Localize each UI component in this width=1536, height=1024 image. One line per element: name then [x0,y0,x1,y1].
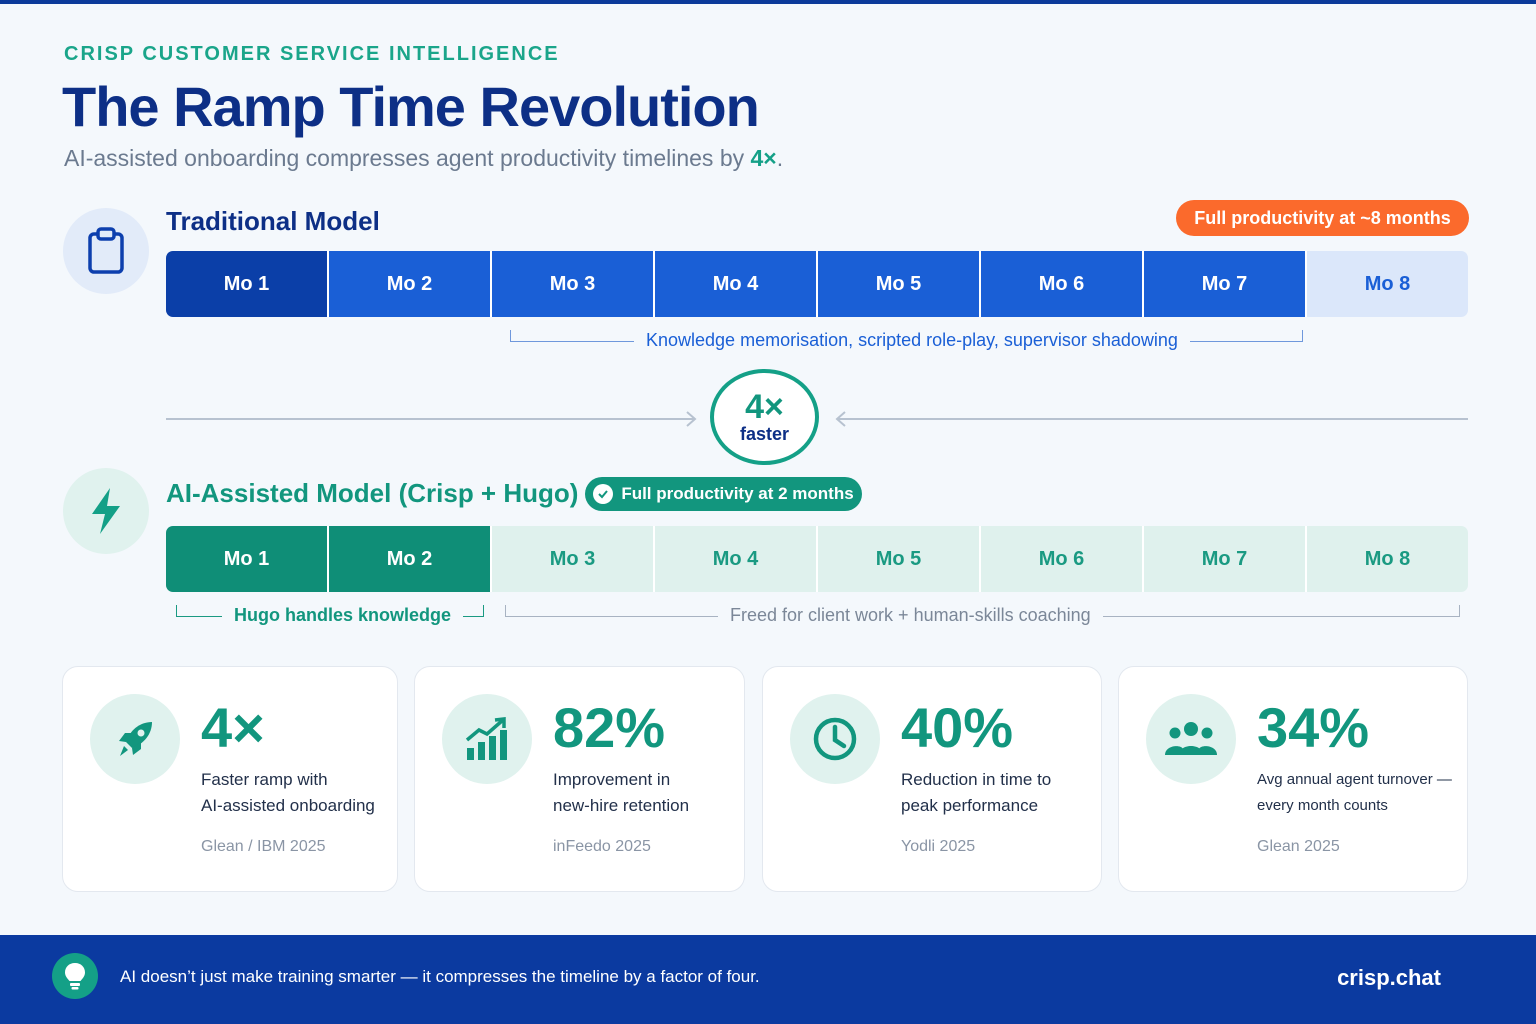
stat-desc-line: Improvement in [553,770,671,789]
subtitle-highlight: 4× [750,145,777,171]
stat-desc-line: new-hire retention [553,796,690,815]
faster-label: faster [739,424,790,444]
ai-timeline: Mo 1 Mo 2 Mo 3 Mo 4 Mo 5 Mo 6 Mo 7 Mo 8 [166,526,1468,592]
stat-card-retention: 82% Improvement in new-hire retention inF… [414,666,745,892]
ai-knowledge-label: Hugo handles knowledge [222,605,464,626]
rocket-icon [90,694,180,784]
growth-chart-icon [442,694,532,784]
traditional-productivity-badge: Full productivity at ~8 months [1176,200,1469,236]
ai-freed-label: Freed for client work + human-skills coa… [718,605,1103,626]
traditional-month-4: Mo 4 [655,251,818,317]
stat-desc-line: every month counts [1257,797,1388,814]
clock-icon [790,694,880,784]
people-icon [1146,694,1236,784]
stat-source-retention: inFeedo 2025 [553,838,651,855]
eyebrow-label: CRISP CUSTOMER SERVICE INTELLIGENCE [64,43,560,65]
traditional-month-2: Mo 2 [329,251,492,317]
traditional-bracket-label: Knowledge memorisation, scripted role-pl… [634,330,1190,351]
traditional-month-1: Mo 1 [166,251,329,317]
stat-source-turnover: Glean 2025 [1257,838,1340,855]
traditional-month-5: Mo 5 [818,251,981,317]
stat-desc-line: AI-assisted onboarding [201,796,375,815]
traditional-month-6: Mo 6 [981,251,1144,317]
ai-month-1: Mo 1 [166,526,329,592]
clipboard-icon [63,208,149,294]
page-subtitle: AI-assisted onboarding compresses agent … [64,145,783,172]
stat-desc-performance: Reduction in time to peak performance [901,767,1101,819]
traditional-month-7: Mo 7 [1144,251,1307,317]
stat-value-ramp: 4× [201,696,265,759]
top-accent-bar [0,0,1536,4]
stat-value-retention: 82% [553,696,666,759]
faster-multiplier: 4× [745,388,784,426]
faster-badge: 4× faster [710,369,819,465]
lightning-icon [63,468,149,554]
stat-card-ramp: 4× Faster ramp with AI-assisted onboardin… [62,666,398,892]
stat-value-performance: 40% [901,696,1014,759]
ai-month-4: Mo 4 [655,526,818,592]
ai-productivity-text: Full productivity at 2 months [621,484,854,503]
stat-desc-line: peak performance [901,796,1039,815]
page-title: The Ramp Time Revolution [62,75,760,138]
traditional-month-8: Mo 8 [1307,251,1468,317]
stat-desc-line: Avg annual agent turnover — [1257,771,1452,788]
stat-desc-ramp: Faster ramp with AI-assisted onboarding [201,767,401,819]
stat-value-turnover: 34% [1257,696,1370,759]
traditional-model-title: Traditional Model [166,206,380,236]
ai-month-5: Mo 5 [818,526,981,592]
ai-model-title: AI-Assisted Model (Crisp + Hugo) [166,478,579,508]
stat-desc-turnover: Avg annual agent turnover — every month c… [1257,767,1457,819]
stat-desc-line: Reduction in time to [901,770,1052,789]
stat-card-turnover: 34% Avg annual agent turnover — every mon… [1118,666,1468,892]
stat-desc-line: Faster ramp with [201,770,328,789]
ai-month-2: Mo 2 [329,526,492,592]
subtitle-end: . [776,145,784,171]
stat-source-performance: Yodli 2025 [901,838,976,855]
stat-card-performance: 40% Reduction in time to peak performance… [762,666,1102,892]
stat-desc-retention: Improvement in new-hire retention [553,767,753,819]
stat-source-ramp: Glean / IBM 2025 [201,838,326,855]
ai-month-3: Mo 3 [492,526,655,592]
traditional-timeline: Mo 1 Mo 2 Mo 3 Mo 4 Mo 5 Mo 6 Mo 7 Mo 8 [166,251,1468,317]
lightbulb-icon [52,953,98,999]
footer-message: AI doesn’t just make training smarter — … [120,967,760,986]
ai-month-8: Mo 8 [1307,526,1468,592]
ai-month-7: Mo 7 [1144,526,1307,592]
traditional-month-3: Mo 3 [492,251,655,317]
subtitle-text: AI-assisted onboarding compresses agent … [64,145,751,171]
footer-brand-link[interactable]: crisp.chat [1337,965,1441,990]
ai-productivity-badge: Full productivity at 2 months [585,477,862,511]
check-icon [593,484,614,504]
ai-month-6: Mo 6 [981,526,1144,592]
comparison-arrows [166,411,1468,427]
footer-banner: AI doesn’t just make training smarter — … [0,935,1536,1024]
